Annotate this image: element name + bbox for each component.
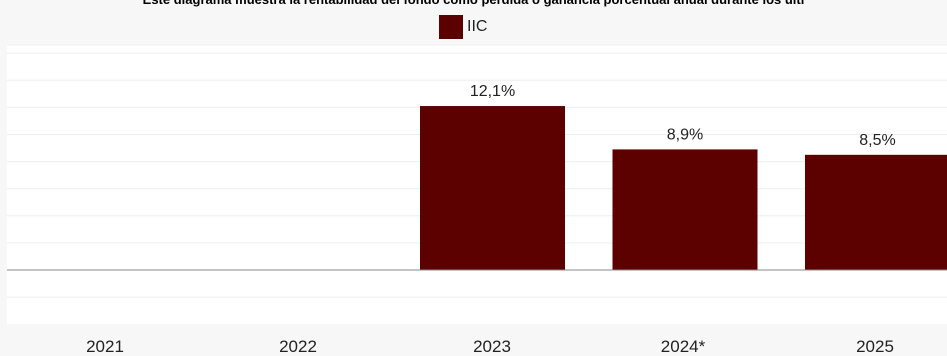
x-tick-label-2023: 2023	[473, 337, 511, 356]
x-tick-label-2021: 2021	[86, 337, 124, 356]
data-label-2024: 8,9%	[667, 126, 703, 143]
chart-title: Este diagrama muestra la rentabilidad de…	[0, 0, 947, 8]
bar-2024	[612, 149, 758, 270]
x-tick-label-2022: 2022	[279, 337, 317, 356]
data-label-2023: 12,1%	[470, 83, 515, 100]
legend-label: IIC	[467, 18, 488, 35]
data-label-2025: 8,5%	[859, 132, 895, 149]
legend-swatch	[439, 15, 463, 39]
bar-2023	[420, 106, 565, 270]
bar-2025	[805, 154, 947, 270]
x-tick-label-2024: 2024*	[661, 337, 706, 356]
legend: IIC	[439, 14, 487, 40]
x-tick-label-2025: 2025	[856, 337, 894, 356]
